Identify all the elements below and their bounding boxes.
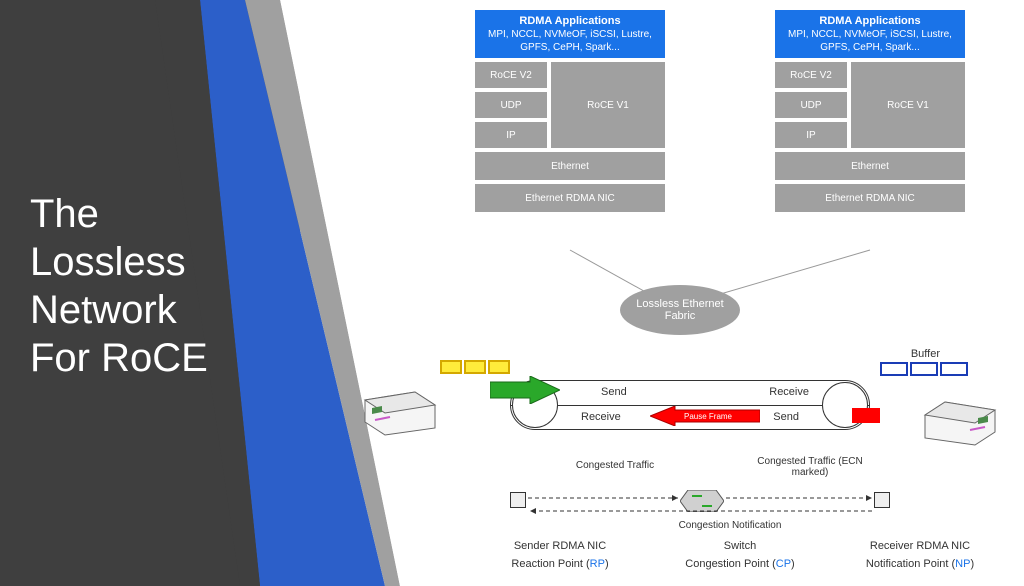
congestion-arrows <box>510 485 890 520</box>
nic-right-icon <box>920 390 1000 450</box>
pause-arrow-icon: Pause Frame <box>650 406 760 426</box>
pause-frame-diagram: Buffer Send Receive Receive Send <box>360 350 1000 460</box>
ip-box: IP <box>775 122 847 148</box>
ethernet-nic-box: Ethernet RDMA NIC <box>775 184 965 212</box>
rocev2-box: RoCE V2 <box>775 62 847 88</box>
ethernet-box: Ethernet <box>775 152 965 180</box>
svg-text:Pause Frame: Pause Frame <box>684 412 733 421</box>
ip-box: IP <box>475 122 547 148</box>
udp-box: UDP <box>475 92 547 118</box>
content-area: RDMA Applications MPI, NCCL, NVMeOF, iSC… <box>360 10 1000 576</box>
ethernet-nic-box: Ethernet RDMA NIC <box>475 184 665 212</box>
rocev1-box: RoCE V1 <box>851 62 965 148</box>
protocol-stack-right: RDMA Applications MPI, NCCL, NVMeOF, iSC… <box>775 10 965 216</box>
rocev2-box: RoCE V2 <box>475 62 547 88</box>
buffer-label: Buffer <box>911 348 940 360</box>
congestion-block <box>852 408 880 423</box>
rdma-apps-box: RDMA Applications MPI, NCCL, NVMeOF, iSC… <box>475 10 665 58</box>
lossless-fabric-oval: Lossless Ethernet Fabric <box>620 285 740 335</box>
buffer-blue <box>880 362 970 376</box>
send-arrow-icon <box>490 376 560 404</box>
buffer-yellow <box>440 360 510 374</box>
rocev1-box: RoCE V1 <box>551 62 665 148</box>
udp-box: UDP <box>775 92 847 118</box>
protocol-stack-left: RDMA Applications MPI, NCCL, NVMeOF, iSC… <box>475 10 665 216</box>
nic-left-icon <box>360 380 440 440</box>
rdma-apps-box: RDMA Applications MPI, NCCL, NVMeOF, iSC… <box>775 10 965 58</box>
slide-title: The Lossless Network For RoCE <box>30 190 208 382</box>
bottom-label-row: Sender RDMA NIC Reaction Point (RP) Swit… <box>480 540 1000 570</box>
ethernet-box: Ethernet <box>475 152 665 180</box>
